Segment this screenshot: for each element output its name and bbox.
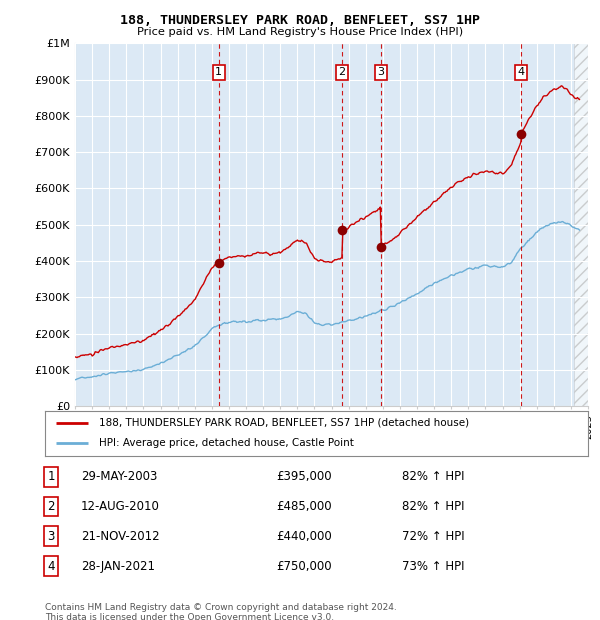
Text: £485,000: £485,000: [276, 500, 332, 513]
Text: 3: 3: [47, 530, 55, 542]
Text: 4: 4: [47, 560, 55, 572]
Text: 82% ↑ HPI: 82% ↑ HPI: [402, 471, 464, 483]
Text: 2: 2: [47, 500, 55, 513]
Text: 188, THUNDERSLEY PARK ROAD, BENFLEET, SS7 1HP: 188, THUNDERSLEY PARK ROAD, BENFLEET, SS…: [120, 14, 480, 27]
Text: 1: 1: [215, 68, 223, 78]
Text: £395,000: £395,000: [276, 471, 332, 483]
Text: 188, THUNDERSLEY PARK ROAD, BENFLEET, SS7 1HP (detached house): 188, THUNDERSLEY PARK ROAD, BENFLEET, SS…: [100, 418, 469, 428]
Text: HPI: Average price, detached house, Castle Point: HPI: Average price, detached house, Cast…: [100, 438, 354, 448]
Text: Price paid vs. HM Land Registry's House Price Index (HPI): Price paid vs. HM Land Registry's House …: [137, 27, 463, 37]
Text: 3: 3: [377, 68, 385, 78]
Text: 28-JAN-2021: 28-JAN-2021: [81, 560, 155, 572]
Text: 29-MAY-2003: 29-MAY-2003: [81, 471, 157, 483]
Text: 72% ↑ HPI: 72% ↑ HPI: [402, 530, 464, 542]
Text: 12-AUG-2010: 12-AUG-2010: [81, 500, 160, 513]
Text: 1: 1: [47, 471, 55, 483]
Text: Contains HM Land Registry data © Crown copyright and database right 2024.
This d: Contains HM Land Registry data © Crown c…: [45, 603, 397, 620]
Text: 82% ↑ HPI: 82% ↑ HPI: [402, 500, 464, 513]
Text: £750,000: £750,000: [276, 560, 332, 572]
Text: 73% ↑ HPI: 73% ↑ HPI: [402, 560, 464, 572]
Text: 21-NOV-2012: 21-NOV-2012: [81, 530, 160, 542]
Text: £440,000: £440,000: [276, 530, 332, 542]
Text: 2: 2: [338, 68, 346, 78]
Text: 4: 4: [517, 68, 524, 78]
